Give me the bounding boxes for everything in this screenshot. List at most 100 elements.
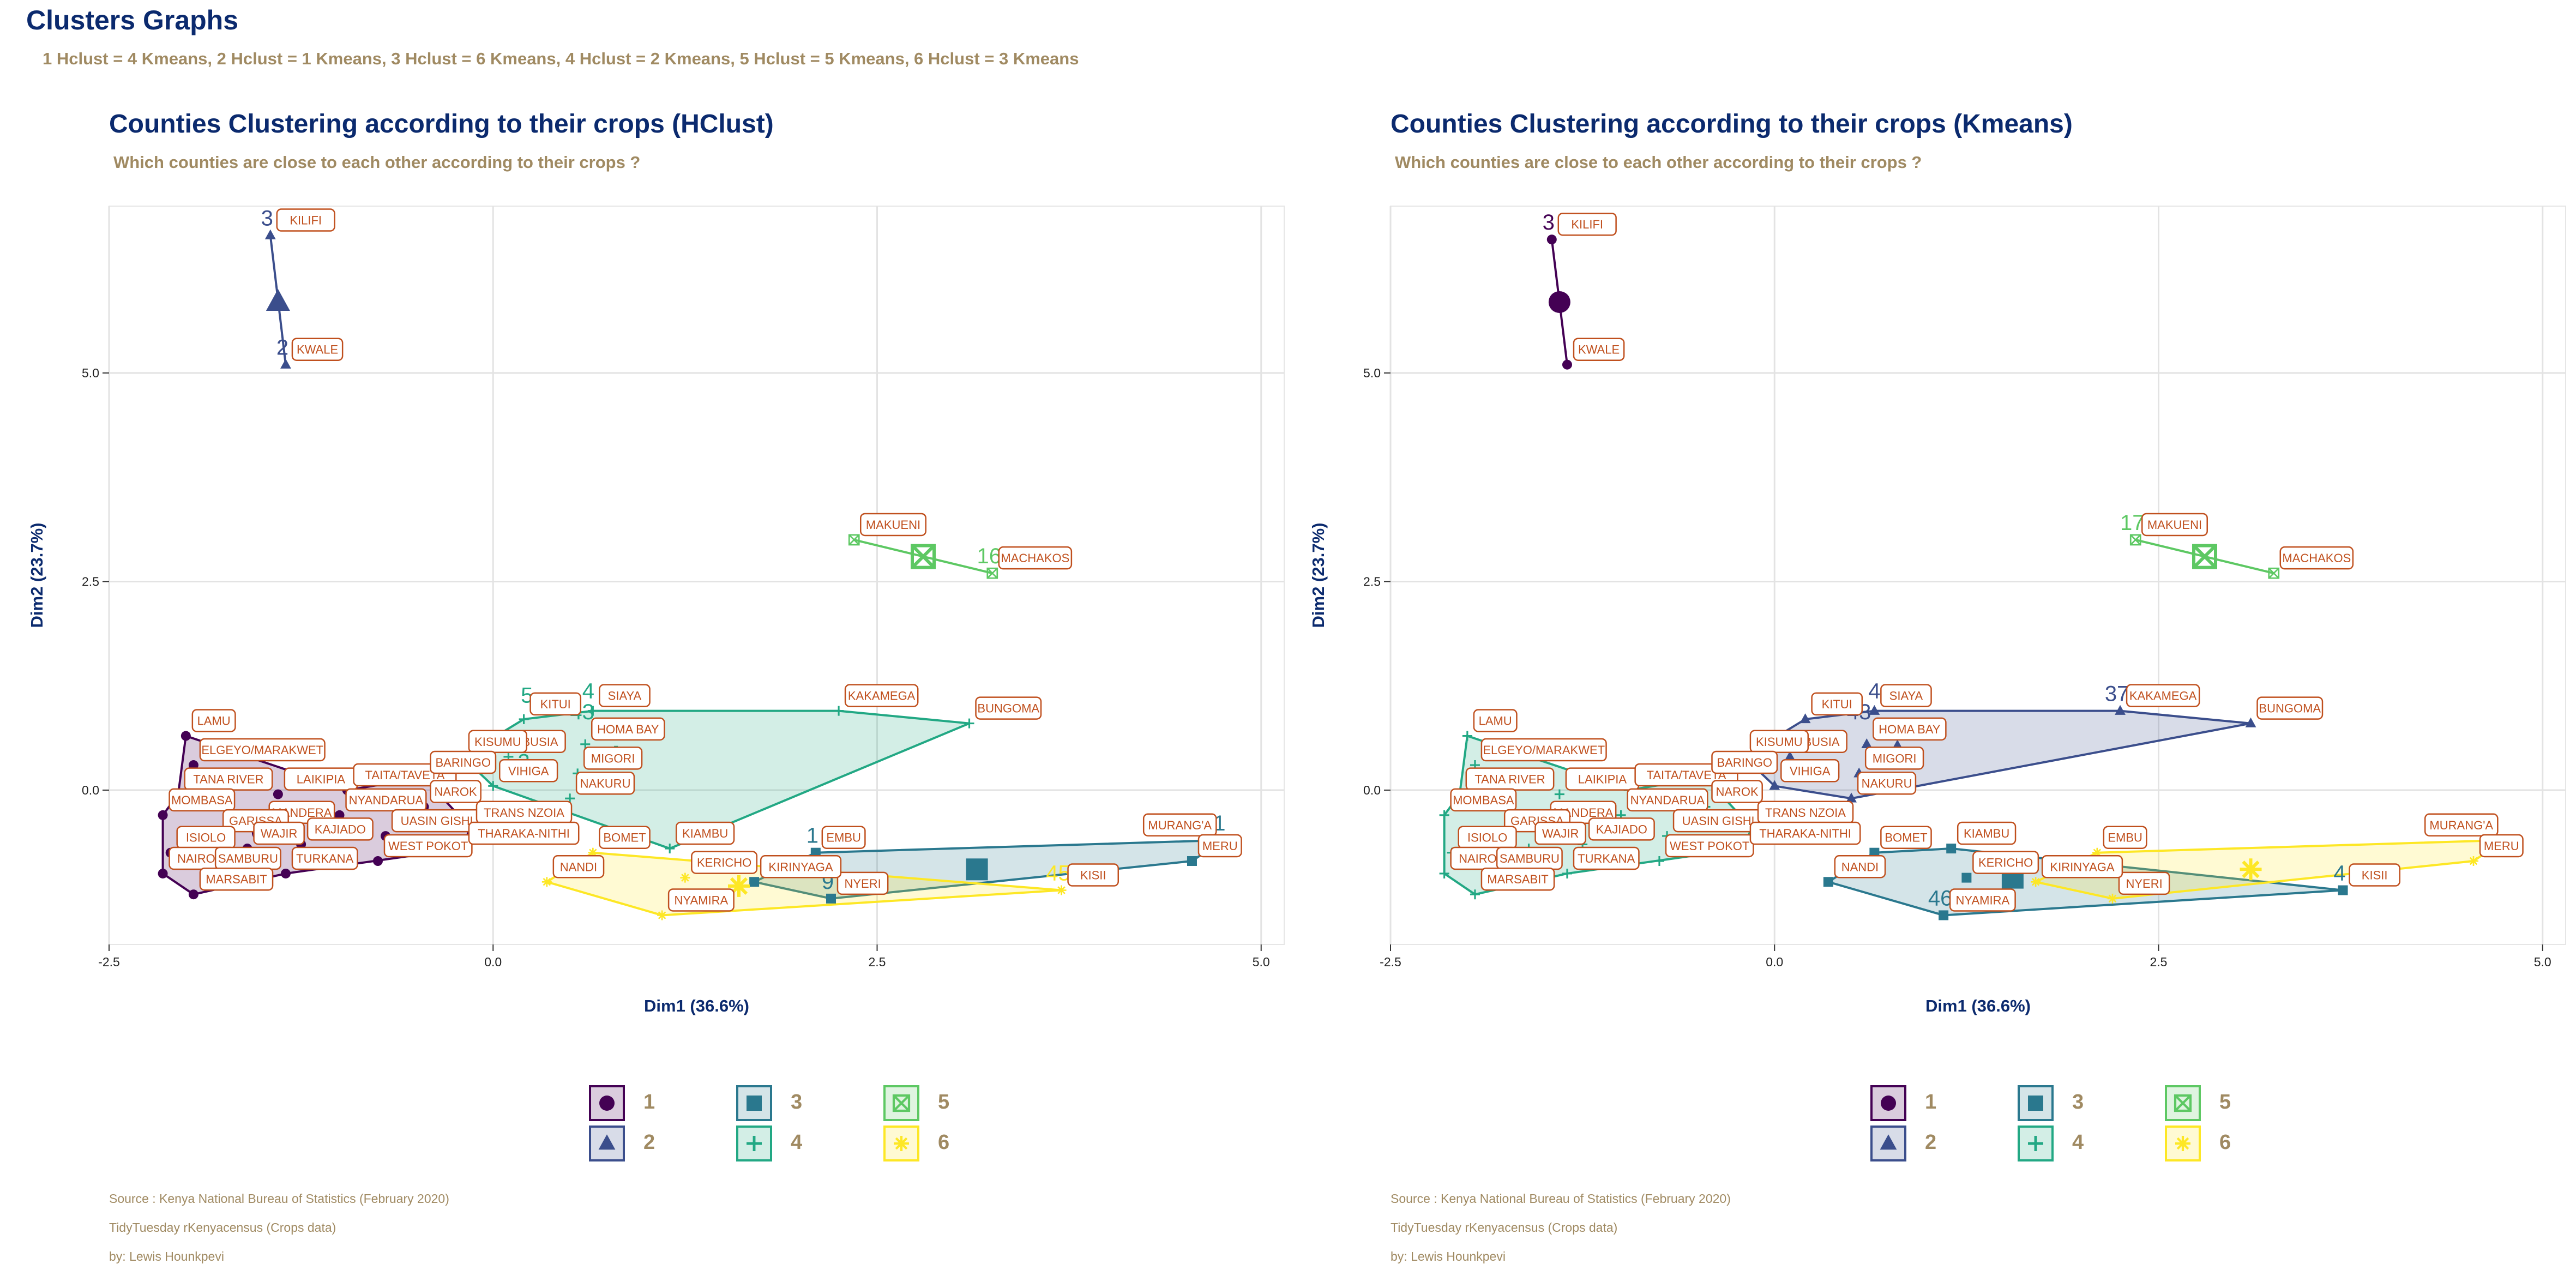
- svg-text:NYAMIRA: NYAMIRA: [675, 893, 729, 907]
- svg-text:BOMET: BOMET: [603, 831, 646, 845]
- legend-label: 6: [938, 1131, 950, 1154]
- point-label: MOMBASA: [1450, 788, 1517, 812]
- svg-text:ELGEYO/MARAKWET: ELGEYO/MARAKWET: [201, 743, 323, 757]
- legend-icon: [1880, 1134, 1897, 1150]
- svg-text:THARAKA-NITHI: THARAKA-NITHI: [1759, 827, 1851, 840]
- svg-text:UASIN GISHU: UASIN GISHU: [1682, 814, 1760, 828]
- point-label: MURANG'A: [1142, 813, 1217, 837]
- legend-key: [883, 1126, 919, 1161]
- svg-text:KAKAMEGA: KAKAMEGA: [2129, 689, 2197, 703]
- legend-marker: [747, 1136, 762, 1151]
- svg-text:WEST POKOT: WEST POKOT: [388, 839, 468, 853]
- legend-icon: [598, 1134, 616, 1150]
- legend-marker: [2028, 1096, 2043, 1111]
- chart-panel-hclust: Counties Clustering according to their c…: [27, 110, 1285, 1263]
- svg-text:WEST POKOT: WEST POKOT: [1670, 839, 1749, 853]
- point-number: 4: [582, 679, 594, 703]
- y-tick-label: 0.0: [1363, 783, 1381, 797]
- legend-label: 1: [643, 1091, 655, 1114]
- svg-text:ELGEYO/MARAKWET: ELGEYO/MARAKWET: [1483, 743, 1605, 757]
- data-point: [1462, 731, 1472, 741]
- point-label: NAROK: [430, 780, 482, 803]
- svg-text:BUSIA: BUSIA: [1804, 735, 1840, 749]
- svg-text:VIHIGA: VIHIGA: [1790, 764, 1831, 778]
- point-number: 3: [1543, 210, 1555, 234]
- data-point: [1654, 856, 1664, 866]
- point-label: LAIKIPIA: [284, 767, 358, 791]
- svg-text:TANA RIVER: TANA RIVER: [1474, 773, 1545, 786]
- svg-text:BARINGO: BARINGO: [1717, 756, 1772, 769]
- svg-text:MARSABIT: MARSABIT: [206, 872, 267, 886]
- data-point: [180, 731, 191, 741]
- data-point: [1823, 877, 1833, 887]
- y-tick-label: 2.5: [82, 574, 99, 588]
- data-point: [2092, 847, 2102, 858]
- point-label: THARAKA-NITHI: [468, 821, 580, 845]
- data-point: [488, 781, 498, 791]
- legend-icon: [894, 1136, 909, 1151]
- point-label: BUNGOMA: [2256, 696, 2324, 720]
- svg-text:BUSIA: BUSIA: [522, 735, 558, 749]
- point-number: 3: [261, 207, 273, 231]
- legend-key: [1870, 1085, 1906, 1121]
- point-label: KILIFI: [276, 208, 335, 232]
- legend-key: [2165, 1085, 2201, 1121]
- data-point: [519, 714, 529, 724]
- svg-text:KISII: KISII: [2362, 869, 2388, 882]
- data-point: [588, 847, 598, 858]
- svg-text:NYANDARUA: NYANDARUA: [1630, 793, 1705, 807]
- data-point: [1861, 738, 1873, 749]
- legend-key: [1870, 1126, 1906, 1161]
- point-label: KAKAMEGA: [2126, 684, 2200, 707]
- svg-text:BOMET: BOMET: [1885, 831, 1927, 845]
- svg-text:NYANDARUA: NYANDARUA: [349, 793, 424, 807]
- point-label: MERU: [1197, 834, 1242, 858]
- data-point: [1562, 868, 1572, 878]
- legend-marker: [2174, 1094, 2192, 1112]
- legend-marker: [1880, 1134, 1897, 1150]
- point-label: MOMBASA: [168, 788, 236, 812]
- point-label: KAKAMEGA: [844, 684, 919, 707]
- svg-text:MAKUENI: MAKUENI: [866, 518, 920, 532]
- point-label: UASIN GISHU: [1672, 809, 1770, 833]
- point-label: KIAMBU: [1957, 821, 2017, 845]
- point-label: TURKANA: [1573, 846, 1640, 870]
- svg-text:KISII: KISII: [1080, 869, 1106, 882]
- svg-text:TURKANA: TURKANA: [1578, 852, 1635, 865]
- svg-text:MURANG'A: MURANG'A: [1148, 818, 1212, 832]
- point-label: KIRINYAGA: [2041, 855, 2123, 878]
- data-point: [273, 789, 283, 799]
- data-point: [2031, 877, 2041, 887]
- data-point: [158, 810, 168, 820]
- data-point: [1799, 713, 1811, 724]
- point-label: WEST POKOT: [383, 834, 473, 858]
- svg-text:LAIKIPIA: LAIKIPIA: [1578, 773, 1627, 786]
- legend-icon: [1881, 1096, 1896, 1111]
- point-label: KERICHO: [1972, 851, 2039, 874]
- legend-icon: [2174, 1094, 2192, 1112]
- svg-text:VIHIGA: VIHIGA: [508, 764, 549, 778]
- svg-text:KERICHO: KERICHO: [697, 856, 751, 870]
- legend-icon: [599, 1096, 615, 1111]
- x-tick-label: 0.0: [1766, 955, 1783, 969]
- point-number: 4: [1868, 679, 1880, 703]
- data-point: [1470, 889, 1480, 900]
- svg-text:LAIKIPIA: LAIKIPIA: [297, 773, 346, 786]
- cluster-centroid: [966, 858, 988, 881]
- cluster-centroid: [2240, 858, 2262, 881]
- svg-text:BUNGOMA: BUNGOMA: [977, 702, 1039, 715]
- point-label: BOMET: [1880, 826, 1932, 849]
- svg-text:TRANS NZOIA: TRANS NZOIA: [484, 806, 564, 820]
- point-label: KILIFI: [1557, 212, 1617, 236]
- data-point: [1961, 872, 1972, 883]
- svg-text:KIAMBU: KIAMBU: [1964, 827, 2009, 840]
- cluster-centroid: [266, 288, 290, 311]
- data-point: [158, 868, 168, 878]
- point-label: NAKURU: [1857, 772, 1917, 795]
- point-label: WAJIR: [1534, 821, 1586, 845]
- cluster-centroid: [911, 544, 936, 569]
- svg-text:WAJIR: WAJIR: [261, 827, 298, 840]
- x-tick-label: 5.0: [2534, 955, 2551, 969]
- point-label: BARINGO: [430, 750, 497, 774]
- svg-text:SAMBURU: SAMBURU: [1500, 852, 1560, 865]
